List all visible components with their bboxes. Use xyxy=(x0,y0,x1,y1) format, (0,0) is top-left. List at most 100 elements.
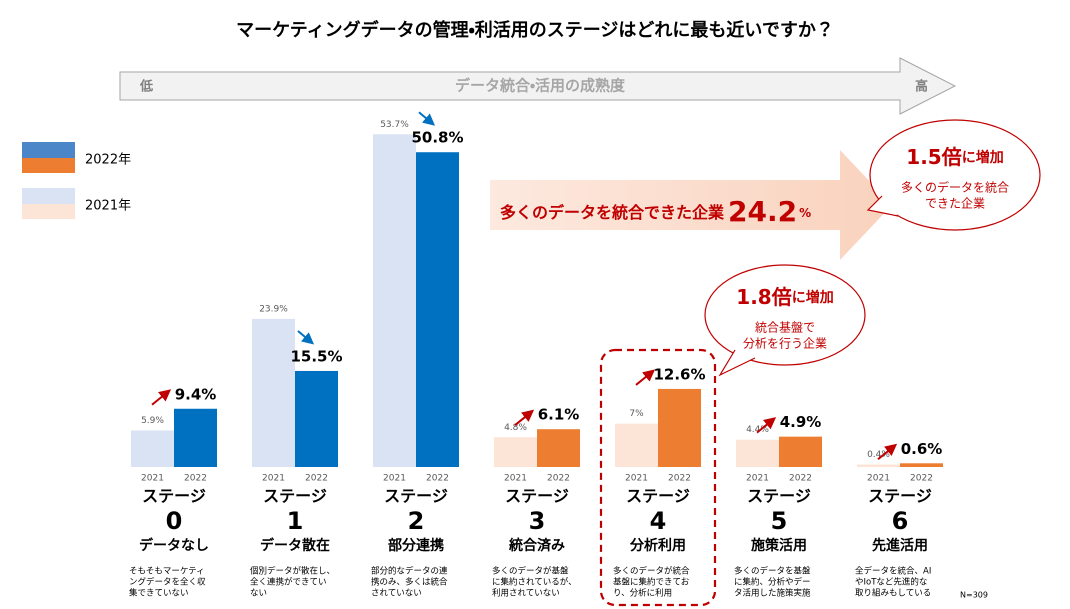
bar xyxy=(736,439,779,467)
bar-year-label: 2022 xyxy=(547,474,570,484)
banner-unit: % xyxy=(799,206,811,220)
stage-description: タ活用した施策実施 xyxy=(734,588,811,599)
stage-description: 基盤に集約できてお xyxy=(613,577,690,588)
bar-year-label: 2022 xyxy=(184,474,207,484)
value-label: 23.9% xyxy=(259,304,288,314)
x-tick-label: 統合済み xyxy=(508,537,565,554)
stage-description: やIoTなど先進的な xyxy=(855,577,927,588)
maturity-high: 高 xyxy=(915,79,928,95)
stage-description: 多くのデータが基盤 xyxy=(492,566,569,577)
x-tick-label: 分析利用 xyxy=(629,537,686,554)
trend-arrow xyxy=(635,369,656,386)
stage-prefix: ステージ xyxy=(263,487,327,506)
value-label: 4.8% xyxy=(504,423,527,433)
bar xyxy=(131,430,174,467)
value-label: 7% xyxy=(629,409,644,419)
bar-year-label: 2022 xyxy=(668,474,691,484)
bar-year-label: 2022 xyxy=(426,474,449,484)
value-label: 50.8% xyxy=(411,129,463,147)
sample-note: N=309 xyxy=(960,591,988,600)
bar xyxy=(537,429,580,467)
bar xyxy=(900,463,943,467)
x-tick-label: データ散在 xyxy=(260,537,330,554)
bar-year-label: 2021 xyxy=(504,474,527,484)
stage-number: 4 xyxy=(650,507,667,535)
stage-prefix: ステージ xyxy=(505,487,569,506)
trend-arrow xyxy=(756,417,777,434)
stage-description: 集できていない xyxy=(129,588,189,599)
chart-title: マーケティングデータの管理・利活用のステージはどれに最も近いですか？ xyxy=(236,19,834,41)
callout-ratio: 1.8倍 xyxy=(736,285,791,309)
stage-number: 6 xyxy=(892,507,909,535)
banner-arrow xyxy=(490,150,892,260)
bar xyxy=(295,370,338,467)
stage-number: 1 xyxy=(287,507,304,535)
callout-line: 分析を行う企業 xyxy=(743,337,827,351)
callout-ratio: 1.5倍 xyxy=(906,145,961,169)
stage-description: されていない xyxy=(371,589,422,599)
legend-label: 2022年 xyxy=(85,153,131,168)
stage-prefix: ステージ xyxy=(747,487,811,506)
stage-description: に集約されているが、 xyxy=(492,577,577,588)
stage-number: 3 xyxy=(529,507,546,535)
bar xyxy=(174,408,217,467)
callout-bubble xyxy=(869,119,1041,231)
bar-year-label: 2021 xyxy=(625,474,648,484)
callout-suffix: に増加 xyxy=(962,149,1004,166)
legend-swatch xyxy=(22,158,75,173)
value-label: 0.6% xyxy=(901,440,943,458)
highlight-frame xyxy=(599,348,717,607)
x-tick-label: 施策活用 xyxy=(751,537,807,554)
stage-description: 全データを統合、AI xyxy=(855,566,931,577)
trend-arrow xyxy=(418,111,436,126)
trend-arrow xyxy=(297,330,315,345)
stage-number: 5 xyxy=(771,507,788,535)
value-label: 0.4% xyxy=(867,450,890,460)
value-label: 6.1% xyxy=(538,406,580,424)
callout-headline: 1.5倍に増加 xyxy=(906,145,1003,169)
bar-year-label: 2022 xyxy=(789,474,812,484)
bar-year-label: 2022 xyxy=(910,474,933,484)
stage-number: 0 xyxy=(166,507,183,535)
maturity-label: データ統合・活用の成熟度 xyxy=(455,77,625,95)
value-label: 12.6% xyxy=(653,365,705,383)
callout-line: 統合基盤で xyxy=(755,321,815,335)
value-label: 4.9% xyxy=(780,413,822,431)
callout-suffix: に増加 xyxy=(792,289,834,306)
bar xyxy=(779,436,822,467)
trend-arrow xyxy=(877,443,898,461)
stage-description: に集約、分析やデー xyxy=(734,577,811,588)
bar-year-label: 2021 xyxy=(262,474,285,484)
stage-description: 全く連携ができてい xyxy=(250,577,327,588)
legend-label: 2021年 xyxy=(85,199,131,214)
x-tick-label: 先進活用 xyxy=(872,537,928,554)
maturity-low: 低 xyxy=(139,79,153,95)
bar-year-label: 2021 xyxy=(141,474,164,484)
legend-swatch xyxy=(22,142,75,158)
stage-number: 2 xyxy=(408,507,425,535)
bar-year-label: 2022 xyxy=(305,474,328,484)
legend-swatch xyxy=(22,188,75,204)
bar xyxy=(658,388,701,467)
banner-number: 24.2 xyxy=(728,195,797,228)
bar xyxy=(416,152,459,467)
value-label: 4.4% xyxy=(746,425,769,435)
stage-description: 取り組みもしている xyxy=(855,588,931,599)
stage-prefix: ステージ xyxy=(626,487,690,506)
value-label: 9.4% xyxy=(175,385,217,403)
bar xyxy=(494,437,537,467)
callout-line: 多くのデータを統合 xyxy=(901,180,1009,195)
legend-swatch xyxy=(22,204,75,219)
bar xyxy=(252,318,295,467)
stage-prefix: ステージ xyxy=(384,487,448,506)
value-label: 53.7% xyxy=(380,120,409,130)
callout-headline: 1.8倍に増加 xyxy=(736,285,833,309)
x-tick-label: データなし xyxy=(139,537,209,554)
stage-description: 多くのデータが統合 xyxy=(613,566,690,577)
bar xyxy=(615,423,658,467)
stage-description: 携のみ、多くは統合 xyxy=(371,577,448,588)
bar xyxy=(857,464,900,467)
callout-tail xyxy=(718,349,756,377)
